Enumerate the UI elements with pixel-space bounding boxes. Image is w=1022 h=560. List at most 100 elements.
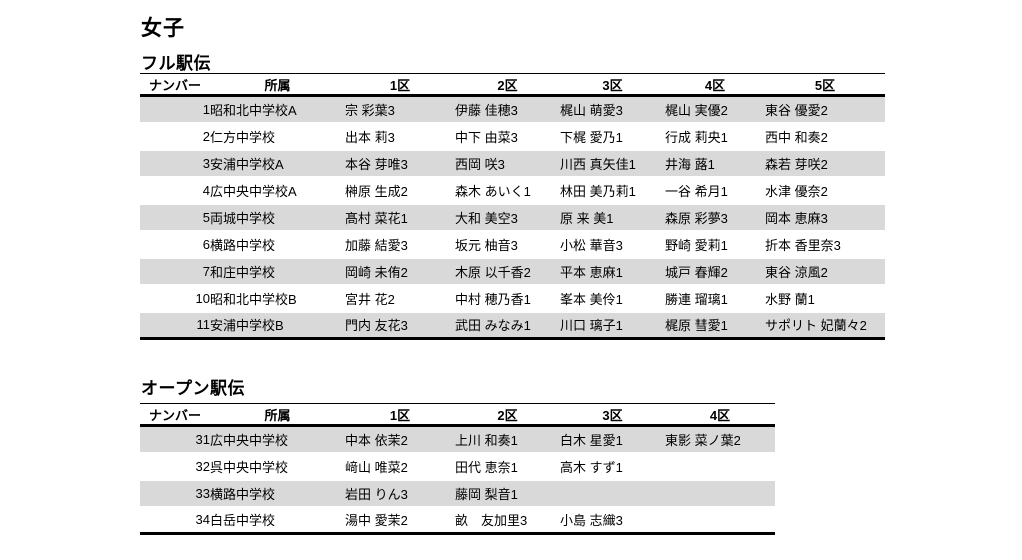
table-row: 3 安浦中学校A 本谷 芽唯3 西岡 咲3 川西 真矢佳1 井海 蕗1 森若 芽咲2 bbox=[140, 148, 885, 177]
runner-cell: 一谷 希月1 bbox=[665, 175, 765, 204]
runner-cell: 加藤 結愛3 bbox=[345, 229, 455, 258]
school-cell: 安浦中学校A bbox=[210, 148, 345, 177]
full-ekiden-table: ナンバー 所属 1区 2区 3区 4区 5区 1 昭和北中学校A 宗 彩葉3 伊藤 佳穂3 梶山 萌愛… bbox=[140, 73, 885, 340]
column-header: 4区 bbox=[704, 77, 726, 93]
runner-cell: 西岡 咲3 bbox=[455, 148, 560, 177]
column-header: 4区 bbox=[709, 407, 731, 423]
team-number-cell: 5 bbox=[140, 202, 210, 231]
runner-cell: 大和 美空3 bbox=[455, 202, 560, 231]
runner-cell: 水津 優奈2 bbox=[765, 175, 885, 204]
runner-cell: 田代 恵奈1 bbox=[455, 451, 560, 480]
table-row: 33 横路中学校 岩田 りん3 藤岡 梨音1 bbox=[140, 478, 775, 507]
runner-cell: 本谷 芽唯3 bbox=[345, 148, 455, 177]
runner-cell bbox=[560, 478, 665, 507]
column-header: ナンバー bbox=[148, 407, 201, 423]
runner-cell bbox=[665, 478, 775, 507]
runner-cell: 林田 美乃莉1 bbox=[560, 175, 665, 204]
runner-cell: 折本 香里奈3 bbox=[765, 229, 885, 258]
runner-cell: 小島 志織3 bbox=[560, 505, 665, 534]
runner-cell: 峯本 美伶1 bbox=[560, 283, 665, 312]
runner-cell: 東影 菜ノ葉2 bbox=[665, 424, 775, 453]
header-row: ナンバー 所属 1区 2区 3区 4区 5区 bbox=[140, 74, 885, 96]
section-title-open-ekiden: オープン駅伝 bbox=[141, 379, 245, 398]
runner-cell: 東谷 優愛2 bbox=[765, 94, 885, 123]
school-cell: 昭和北中学校B bbox=[210, 283, 345, 312]
column-header: 1区 bbox=[389, 77, 411, 93]
team-number-cell: 32 bbox=[140, 451, 210, 480]
school-cell: 安浦中学校B bbox=[210, 310, 345, 339]
runner-cell: 東谷 涼風2 bbox=[765, 256, 885, 285]
runner-cell: 湯中 愛茉2 bbox=[345, 505, 455, 534]
runner-cell: 坂元 柚音3 bbox=[455, 229, 560, 258]
runner-cell: 水野 蘭1 bbox=[765, 283, 885, 312]
team-number-cell: 11 bbox=[140, 310, 210, 339]
runner-cell: 高木 すず1 bbox=[560, 451, 665, 480]
column-header: 所属 bbox=[264, 77, 291, 93]
header-row: ナンバー 所属 1区 2区 3区 4区 bbox=[140, 404, 775, 426]
runner-cell: 髙村 菜花1 bbox=[345, 202, 455, 231]
runner-cell: 中本 依茉2 bbox=[345, 424, 455, 453]
team-number-cell: 31 bbox=[140, 424, 210, 453]
school-cell: 仁方中学校 bbox=[210, 121, 345, 150]
runner-cell: 岩田 りん3 bbox=[345, 478, 455, 507]
runner-cell: 梶山 実優2 bbox=[665, 94, 765, 123]
runner-cell: 森木 あいく1 bbox=[455, 175, 560, 204]
table-row: 7 和庄中学校 岡崎 未侑2 木原 以千香2 平本 恵麻1 城戸 春輝2 東谷 涼風2 bbox=[140, 256, 885, 285]
runner-cell: 城戸 春輝2 bbox=[665, 256, 765, 285]
runner-cell: 伊藤 佳穂3 bbox=[455, 94, 560, 123]
team-number-cell: 4 bbox=[140, 175, 210, 204]
runner-cell: 西中 和奏2 bbox=[765, 121, 885, 150]
table-row: 2 仁方中学校 出本 莉3 中下 由菜3 下梶 愛乃1 行成 莉央1 西中 和奏2 bbox=[140, 121, 885, 150]
runner-cell: 中下 由菜3 bbox=[455, 121, 560, 150]
runner-cell: 榊原 生成2 bbox=[345, 175, 455, 204]
team-number-cell: 6 bbox=[140, 229, 210, 258]
column-header: 5区 bbox=[814, 77, 836, 93]
team-number-cell: 2 bbox=[140, 121, 210, 150]
runner-cell: 岡本 恵麻3 bbox=[765, 202, 885, 231]
table-row: 10 昭和北中学校B 宮井 花2 中村 穂乃香1 峯本 美伶1 勝連 瑠璃1 水野 蘭1 bbox=[140, 283, 885, 312]
column-header: 1区 bbox=[389, 407, 411, 423]
runner-cell: 川口 璃子1 bbox=[560, 310, 665, 339]
open-ekiden-table: ナンバー 所属 1区 2区 3区 4区 31 広中央中学校 中本 依茉2 上川 和奏1 白木 星愛1… bbox=[140, 403, 775, 535]
school-cell: 横路中学校 bbox=[210, 478, 345, 507]
column-header: 3区 bbox=[602, 407, 623, 423]
table-row: 31 広中央中学校 中本 依茉2 上川 和奏1 白木 星愛1 東影 菜ノ葉2 bbox=[140, 424, 775, 453]
runner-cell: 梶山 萌愛3 bbox=[560, 94, 665, 123]
runner-cell: サポリト 妃蘭々2 bbox=[765, 310, 885, 339]
column-header: 2区 bbox=[497, 407, 518, 423]
school-cell: 両城中学校 bbox=[210, 202, 345, 231]
runner-cell bbox=[665, 505, 775, 534]
school-cell: 呉中央中学校 bbox=[210, 451, 345, 480]
runner-cell: 木原 以千香2 bbox=[455, 256, 560, 285]
table-row: 6 横路中学校 加藤 結愛3 坂元 柚音3 小松 華音3 野崎 愛莉1 折本 香里奈3 bbox=[140, 229, 885, 258]
school-cell: 広中央中学校A bbox=[210, 175, 345, 204]
school-cell: 白岳中学校 bbox=[210, 505, 345, 534]
runner-cell bbox=[665, 451, 775, 480]
runner-cell: 上川 和奏1 bbox=[455, 424, 560, 453]
runner-cell: 岡崎 未侑2 bbox=[345, 256, 455, 285]
school-cell: 昭和北中学校A bbox=[210, 94, 345, 123]
runner-cell: 小松 華音3 bbox=[560, 229, 665, 258]
column-header: 所属 bbox=[264, 407, 291, 423]
table-row: 5 両城中学校 髙村 菜花1 大和 美空3 原 来 美1 森原 彩夢3 岡本 恵麻3 bbox=[140, 202, 885, 231]
runner-cell: 野崎 愛莉1 bbox=[665, 229, 765, 258]
page-title: 女子 bbox=[141, 17, 185, 40]
section-title-full-ekiden: フル駅伝 bbox=[141, 54, 211, 73]
runner-cell: 川西 真矢佳1 bbox=[560, 148, 665, 177]
team-number-cell: 33 bbox=[140, 478, 210, 507]
team-number-cell: 10 bbox=[140, 283, 210, 312]
school-cell: 和庄中学校 bbox=[210, 256, 345, 285]
school-cell: 広中央中学校 bbox=[210, 424, 345, 453]
runner-cell: 﨑山 唯菜2 bbox=[345, 451, 455, 480]
runner-cell: 中村 穂乃香1 bbox=[455, 283, 560, 312]
runner-cell: 畝 友加里3 bbox=[455, 505, 560, 534]
column-header: 3区 bbox=[602, 77, 623, 93]
runner-cell: 出本 莉3 bbox=[345, 121, 455, 150]
table-row: 32 呉中央中学校 﨑山 唯菜2 田代 恵奈1 高木 すず1 bbox=[140, 451, 775, 480]
team-number-cell: 34 bbox=[140, 505, 210, 534]
runner-cell: 井海 蕗1 bbox=[665, 148, 765, 177]
team-number-cell: 3 bbox=[140, 148, 210, 177]
runner-cell: 原 来 美1 bbox=[560, 202, 665, 231]
table-row: 34 白岳中学校 湯中 愛茉2 畝 友加里3 小島 志織3 bbox=[140, 505, 775, 534]
